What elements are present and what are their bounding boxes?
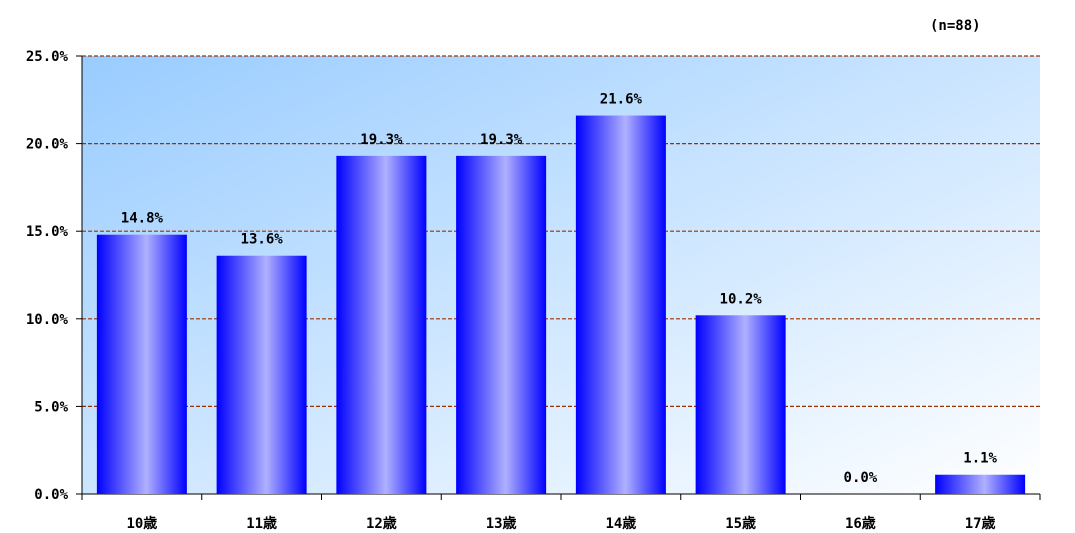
bar bbox=[935, 474, 1026, 494]
x-tick-label: 17歳 bbox=[965, 515, 996, 532]
x-axis-ticks: 10歳 11歳 12歳 13歳 14歳 15歳 16歳 17歳 bbox=[81, 494, 1041, 532]
y-tick-label: 20.0% bbox=[26, 137, 69, 153]
data-label: 13.6% bbox=[241, 232, 284, 248]
data-label: 19.3% bbox=[480, 132, 523, 148]
x-tick-label: 16歳 bbox=[845, 515, 876, 532]
data-label: 1.1% bbox=[963, 451, 997, 467]
x-tick-label: 10歳 bbox=[126, 515, 157, 532]
sample-size-note: (n=88) bbox=[930, 18, 981, 34]
y-tick-label: 0.0% bbox=[34, 487, 68, 503]
bar bbox=[216, 255, 307, 494]
bars bbox=[96, 115, 1026, 495]
bar bbox=[456, 155, 547, 494]
data-labels: 14.8% 13.6% 19.3% 19.3% 21.6% 10.2% 0.0% 1.1% bbox=[121, 92, 998, 486]
data-label: 14.8% bbox=[121, 211, 164, 227]
data-label: 19.3% bbox=[360, 132, 403, 148]
y-tick-label: 25.0% bbox=[26, 49, 69, 65]
y-axis-ticks: 0.0% 5.0% 10.0% 15.0% 20.0% 25.0% bbox=[26, 49, 82, 503]
y-tick-label: 10.0% bbox=[26, 312, 69, 328]
y-tick-label: 5.0% bbox=[34, 399, 68, 415]
x-tick-label: 15歳 bbox=[725, 515, 756, 532]
x-tick-label: 12歳 bbox=[366, 515, 397, 532]
bar bbox=[695, 315, 786, 494]
x-tick-label: 11歳 bbox=[246, 515, 277, 532]
data-label: 10.2% bbox=[720, 291, 763, 307]
data-label: 0.0% bbox=[844, 470, 878, 486]
data-label: 21.6% bbox=[600, 92, 643, 108]
bar bbox=[575, 115, 666, 495]
bar bbox=[336, 155, 427, 494]
x-tick-label: 14歳 bbox=[605, 515, 636, 532]
y-tick-label: 15.0% bbox=[26, 224, 69, 240]
bar bbox=[96, 234, 187, 495]
x-tick-label: 13歳 bbox=[486, 515, 517, 532]
